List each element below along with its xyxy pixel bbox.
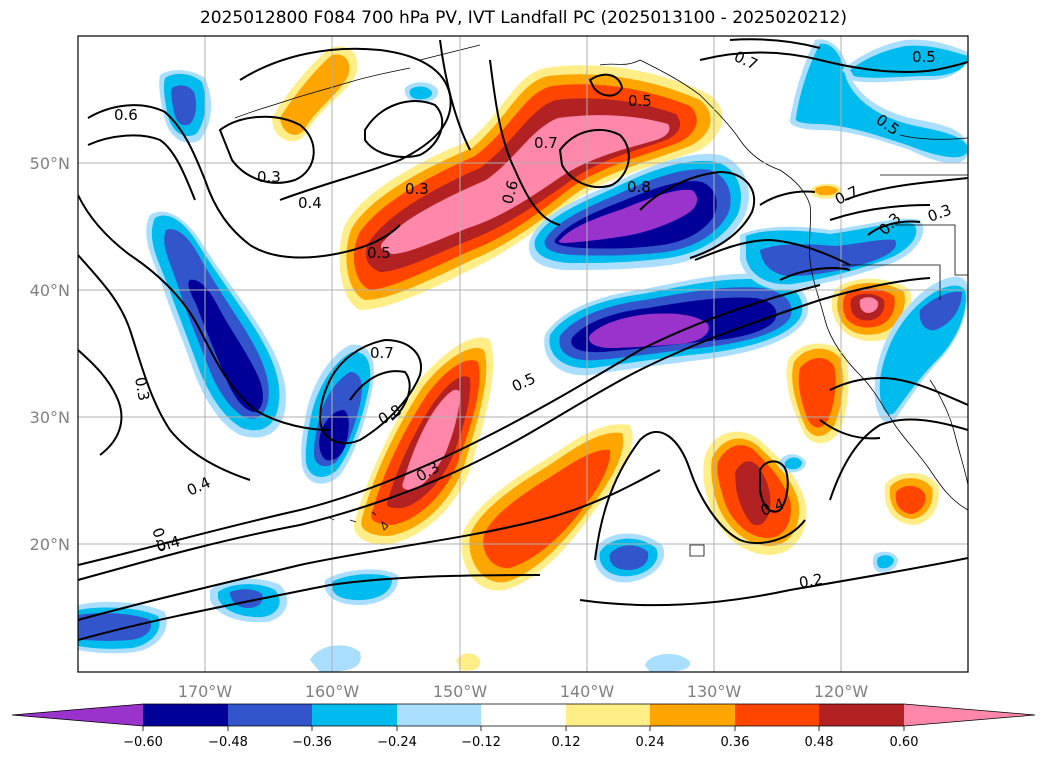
colorbar-tick: 0.48 — [805, 735, 834, 750]
colorbar-bin — [650, 704, 735, 726]
negative-anomaly-band — [529, 154, 924, 376]
lat-label: 50°N — [30, 154, 70, 173]
colorbar-tick: 0.60 — [890, 735, 919, 750]
colorbar-bin — [566, 704, 650, 726]
colorbar-tick: −0.12 — [461, 735, 501, 750]
negative-anomaly-west — [78, 39, 968, 672]
pv-contour-label: 0.5 — [628, 92, 652, 110]
colorbar-bin — [819, 704, 904, 726]
colorbar-bin — [481, 704, 566, 726]
lon-label: 140°W — [560, 682, 615, 701]
lat-label: 20°N — [30, 535, 70, 554]
lon-label: 150°W — [433, 682, 488, 701]
pv-contour-label: 0.5 — [912, 48, 936, 66]
lon-label: 170°W — [178, 682, 233, 701]
lon-label: 120°W — [814, 682, 869, 701]
pv-contour-label: 0.7 — [534, 134, 558, 152]
lat-label: 30°N — [30, 408, 70, 427]
colorbar: −0.60 −0.48 −0.36 −0.24 −0.12 0.12 0.24 … — [11, 703, 1036, 750]
pv-contour-label: 0.5 — [367, 244, 391, 262]
pv-contour-label: 0.7 — [370, 344, 394, 362]
pv-contours — [78, 38, 968, 641]
pv-contour-label: 0.4 — [154, 532, 182, 556]
pv-contour-label: 0.3 — [257, 168, 281, 186]
map-frame — [77, 35, 969, 673]
colorbar-tick: −0.36 — [292, 735, 332, 750]
graticule — [78, 36, 968, 672]
colorbar-tick: −0.24 — [377, 735, 417, 750]
colorbar-bin — [143, 704, 228, 726]
colorbar-extend-max — [904, 704, 1035, 726]
lat-label: 40°N — [30, 281, 70, 300]
lon-label: 160°W — [305, 682, 360, 701]
positive-anomaly-south — [354, 337, 494, 545]
positive-anomaly-east-pacific — [456, 183, 939, 671]
colorbar-tick: −0.48 — [208, 735, 248, 750]
latitude-labels: 50°N 40°N 30°N 20°N — [30, 154, 70, 554]
colorbar-tick: 0.36 — [721, 735, 750, 750]
colorbar-bin — [312, 704, 397, 726]
colorbar-bin — [397, 704, 481, 726]
pv-contour-label: 0.3 — [405, 180, 429, 198]
lon-label: 130°W — [687, 682, 742, 701]
colorbar-tick: 0.12 — [552, 735, 581, 750]
pv-contour-label: 0.4 — [298, 194, 322, 212]
longitude-labels: 170°W 160°W 150°W 140°W 130°W 120°W — [178, 682, 869, 701]
pv-contour-label: 0.6 — [498, 178, 522, 206]
pv-contour-label: 0.3 — [131, 376, 153, 403]
pv-contour-label: 0.2 — [798, 570, 825, 592]
colorbar-bin — [735, 704, 819, 726]
colorbar-tick: 0.24 — [636, 735, 665, 750]
pv-contour-label: 0.6 — [114, 106, 138, 124]
colorbar-extend-min — [12, 704, 143, 726]
pv-contour-labels: 0.6 0.3 0.4 0.5 0.3 0.6 0.5 0.7 0.7 0.5 … — [114, 47, 954, 592]
map-title: 2025012800 F084 700 hPa PV, IVT Landfall… — [199, 8, 847, 28]
colorbar-bin — [228, 704, 312, 726]
colorbar-tick: −0.60 — [123, 735, 163, 750]
pv-contour-label: 0.8 — [627, 178, 651, 196]
coastline — [234, 44, 968, 557]
